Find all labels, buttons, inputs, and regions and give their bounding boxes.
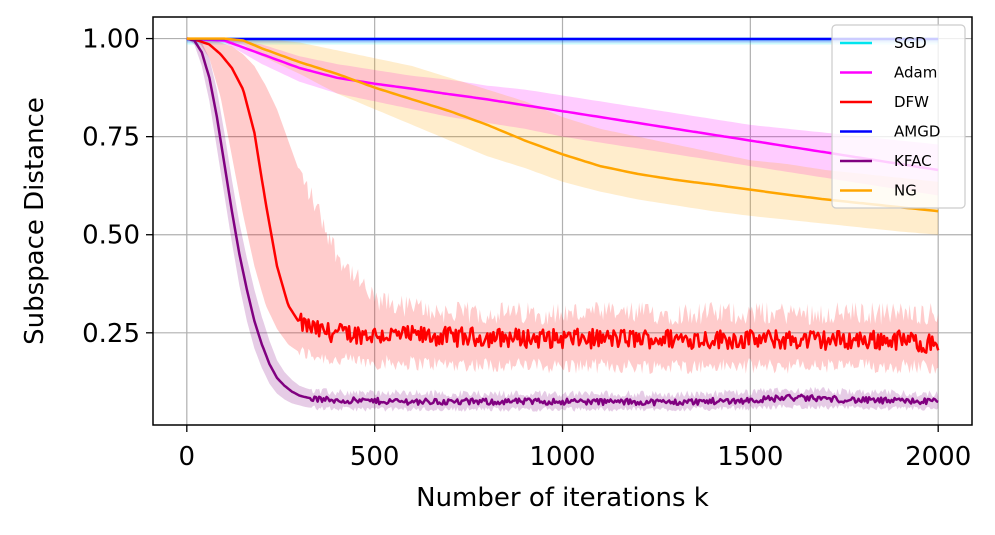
y-tick-label: 0.50 <box>82 221 140 251</box>
y-tick-label: 1.00 <box>82 25 140 55</box>
x-axis-label: Number of iterations k <box>416 483 709 513</box>
legend: SGD Adam DFW AMGD KFAC NG <box>831 24 966 209</box>
x-tick-label: 0 <box>179 442 196 472</box>
legend-label-amgd: AMGD <box>894 123 940 141</box>
legend-label-adam: Adam <box>894 64 937 82</box>
legend-label-dfw: DFW <box>894 93 929 111</box>
band-adam <box>186 38 939 196</box>
y-tick-label: 0.75 <box>82 123 140 153</box>
line-kfac <box>186 37 939 407</box>
x-tick-label: 1000 <box>529 442 595 472</box>
y-tick-label: 0.25 <box>82 319 140 349</box>
line-adam <box>186 37 939 172</box>
y-axis-label: Subspace Distance <box>20 97 50 345</box>
x-tick-label: 500 <box>350 442 400 472</box>
axis-ticks: 0 500 1000 1500 2000 0.25 0.50 0.75 1.00 <box>82 25 971 472</box>
legend-label-ng: NG <box>894 182 917 200</box>
x-tick-label: 1500 <box>717 442 783 472</box>
x-tick-label: 2000 <box>905 442 971 472</box>
series-lines <box>186 37 940 407</box>
line-ng <box>186 37 939 213</box>
line-dfw <box>186 37 940 354</box>
legend-label-sgd: SGD <box>894 34 927 52</box>
legend-label-kfac: KFAC <box>894 152 932 170</box>
